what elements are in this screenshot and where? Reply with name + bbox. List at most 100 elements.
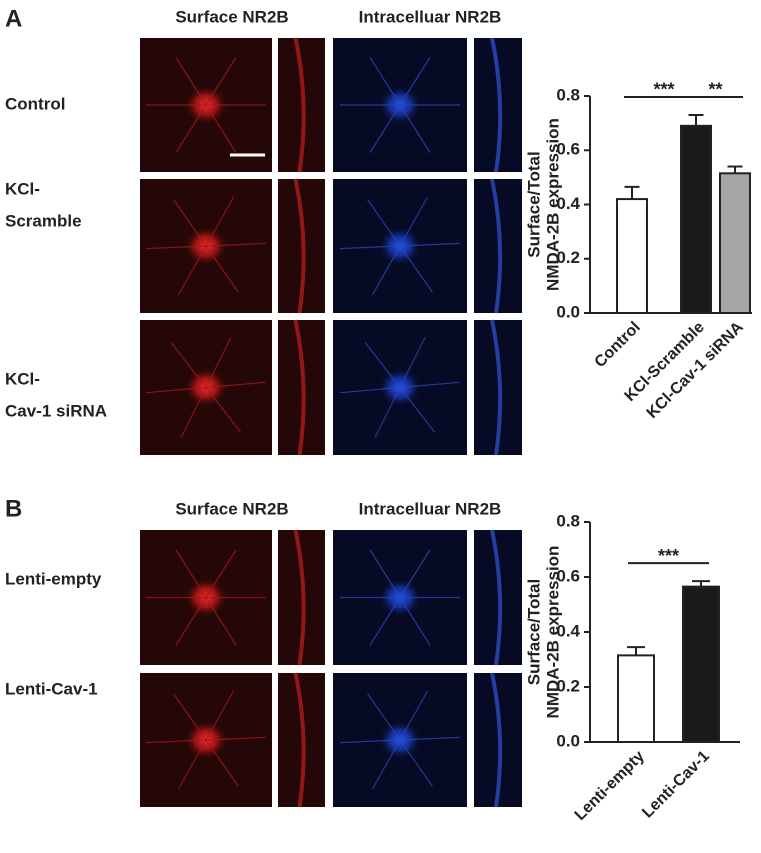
row-label: Cav-1 siRNA [5, 401, 107, 420]
dendrite [399, 245, 433, 293]
dendrite [146, 245, 207, 250]
dendrite [399, 337, 426, 388]
dendrite [399, 381, 460, 389]
y-tick-label: 0.2 [556, 676, 580, 695]
dendrite-zoom [293, 319, 306, 456]
dendrite [369, 57, 401, 106]
dendrite [175, 104, 207, 153]
dendrite [399, 739, 433, 787]
dendrite [205, 549, 237, 598]
y-tick-label: 0.4 [556, 194, 580, 213]
dendrite [175, 597, 207, 646]
y-axis-label: Surface/Total [524, 151, 543, 257]
dendrite [175, 57, 207, 106]
dendrite [205, 739, 239, 787]
dendrite [364, 342, 401, 388]
y-tick-label: 0.2 [556, 248, 580, 267]
x-tick-label: Lenti-Cav-1 [639, 748, 713, 822]
row-label: Control [5, 94, 65, 113]
dendrite-zoom [293, 178, 306, 314]
dendrite [369, 549, 401, 598]
dendrite [205, 104, 237, 153]
dendrite [146, 739, 207, 744]
dendrite [205, 690, 235, 741]
dendrite [205, 597, 237, 646]
dendrite [340, 739, 401, 744]
y-axis-label: NMDA-2B expression [543, 546, 562, 719]
dendrite [399, 196, 429, 247]
bar [719, 172, 751, 314]
dendrite [205, 57, 237, 106]
x-tick-label: Lenti-empty [572, 748, 648, 824]
dendrite [367, 693, 401, 741]
dendrite [146, 386, 207, 394]
dendrite-zoom [490, 529, 503, 666]
dendrite [399, 57, 431, 106]
dendrite [205, 337, 232, 388]
significance-label: *** [658, 546, 679, 566]
y-tick-label: 0.8 [556, 511, 580, 530]
bar [616, 198, 648, 314]
bar [680, 124, 712, 315]
dendrite [399, 597, 431, 646]
y-tick-label: 0.8 [556, 85, 580, 104]
dendrite-zoom [490, 319, 503, 456]
y-tick-label: 0.6 [556, 140, 580, 159]
dendrite [374, 387, 401, 438]
dendrite [399, 549, 431, 598]
dendrite [205, 381, 266, 389]
dendrite [369, 597, 401, 646]
panel-label: A [5, 5, 22, 32]
x-tick-label: Control [592, 319, 644, 371]
row-label: Lenti-empty [5, 569, 102, 588]
y-tick-label: 0.4 [556, 621, 580, 640]
row-label: Lenti-Cav-1 [5, 679, 98, 698]
dendrite [170, 342, 207, 388]
row-label: Scramble [5, 211, 82, 230]
dendrite [340, 386, 401, 394]
dendrite [205, 196, 235, 247]
dendrite [369, 104, 401, 153]
dendrite [399, 690, 429, 741]
dendrite [173, 693, 207, 741]
y-tick-label: 0.0 [556, 731, 580, 750]
y-axis-label: Surface/Total [524, 579, 543, 685]
row-label: KCl- [5, 179, 40, 198]
column-header: Intracelluar NR2B [359, 7, 502, 26]
dendrite [340, 245, 401, 250]
dendrite [371, 739, 401, 790]
dendrite [371, 245, 401, 296]
dendrite [180, 387, 207, 438]
dendrite [367, 199, 401, 247]
dendrite-zoom [293, 529, 306, 666]
dendrite [205, 242, 266, 247]
column-header: Intracelluar NR2B [359, 499, 502, 518]
bar [682, 585, 720, 743]
dendrite-zoom [293, 672, 306, 808]
dendrite-zoom [293, 37, 306, 173]
dendrite-zoom [490, 672, 503, 808]
dendrite [399, 104, 431, 153]
y-axis-label: NMDA-2B expression [543, 118, 562, 291]
panel-label: B [5, 495, 22, 522]
dendrite [173, 199, 207, 247]
dendrite [205, 387, 242, 433]
y-tick-label: 0.6 [556, 566, 580, 585]
bar [617, 654, 655, 743]
dendrite [175, 549, 207, 598]
column-header: Surface NR2B [175, 7, 288, 26]
dendrite [399, 387, 436, 433]
dendrite [399, 736, 460, 741]
dendrite [399, 242, 460, 247]
dendrite-zoom [490, 37, 503, 173]
y-tick-label: 0.0 [556, 302, 580, 321]
dendrite [177, 245, 207, 296]
row-label: KCl- [5, 369, 40, 388]
column-header: Surface NR2B [175, 499, 288, 518]
significance-label: *** [653, 80, 674, 100]
dendrite [177, 739, 207, 790]
dendrite [205, 736, 266, 741]
dendrite [205, 245, 239, 293]
significance-label: ** [708, 80, 722, 100]
